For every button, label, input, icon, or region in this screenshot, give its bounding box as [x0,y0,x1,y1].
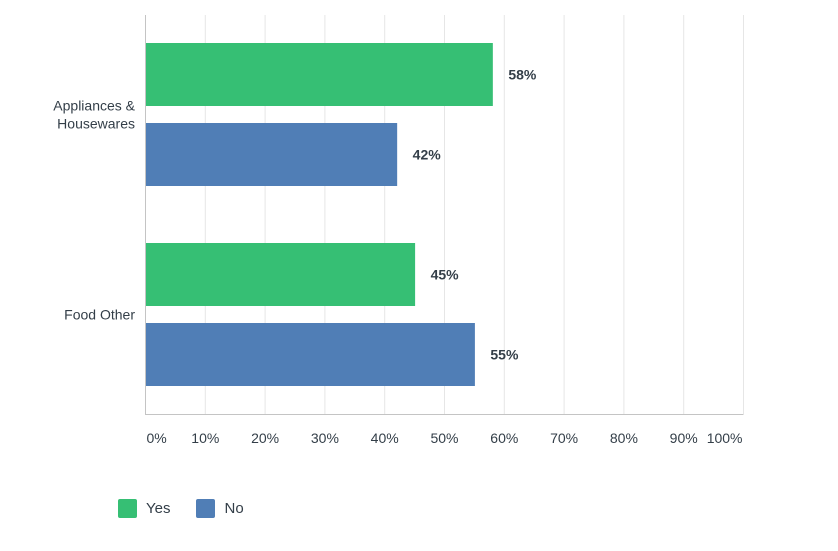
legend-item-no[interactable]: No [196,499,244,518]
bar-no-0 [146,123,398,186]
bar-no-1 [146,323,475,386]
category-label-0: Appliances & Housewares [53,98,135,132]
category-label-1: Food Other [64,307,135,323]
x-tick-label-90: 90% [670,430,698,446]
legend-item-yes[interactable]: Yes [118,499,170,518]
x-tick-label-10: 10% [191,430,219,446]
data-label-no-1: 55% [490,347,519,363]
legend: Yes No [118,499,270,518]
bar-yes-0 [146,43,493,106]
x-tick-label-80: 80% [610,430,638,446]
data-label-yes-0: 58% [508,67,537,83]
legend-swatch-no [196,499,216,518]
x-tick-label-0: 0% [147,430,167,446]
x-tick-label-70: 70% [550,430,578,446]
legend-label-yes: Yes [146,500,171,517]
x-tick-label-100: 100% [707,430,743,446]
legend-swatch-yes [118,499,137,518]
x-tick-label-40: 40% [371,430,399,446]
x-tick-label-20: 20% [251,430,279,446]
legend-label-no: No [224,500,244,517]
data-label-yes-1: 45% [431,267,460,283]
x-tick-label-50: 50% [430,430,458,446]
x-tick-label-30: 30% [311,430,339,446]
x-tick-label-60: 60% [490,430,518,446]
bar-yes-1 [146,243,416,306]
data-label-no-0: 42% [413,147,442,163]
